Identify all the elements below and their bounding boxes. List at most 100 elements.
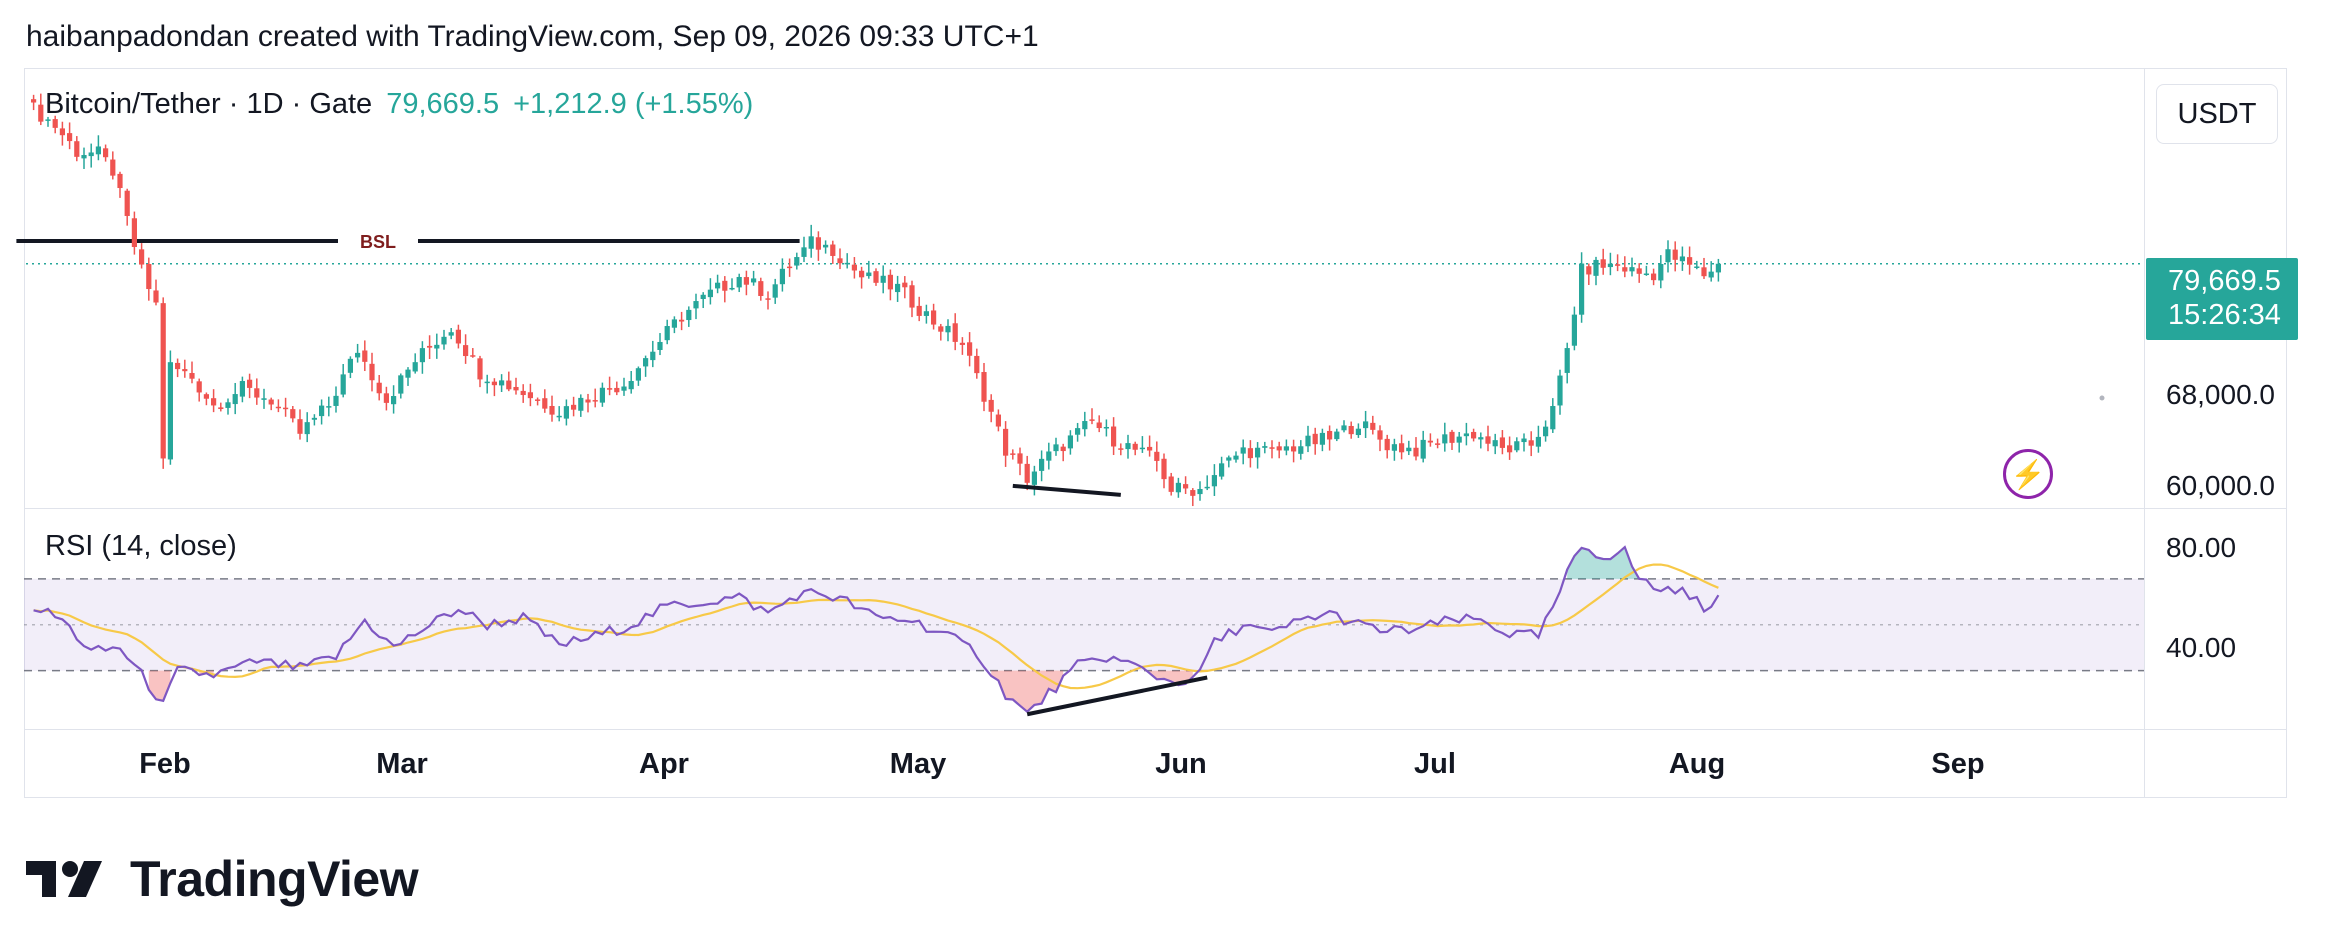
candle-body (448, 332, 454, 336)
candle-body (1528, 440, 1534, 446)
candle-body (1118, 448, 1124, 450)
candle-body (434, 344, 440, 349)
candle-body (628, 380, 634, 390)
candle-body (1679, 256, 1685, 262)
candle-body (909, 285, 915, 308)
rsi-overbought-fill (1567, 547, 1640, 579)
candle-body (1643, 273, 1649, 276)
candle-body (376, 382, 382, 394)
candle-body (880, 275, 886, 283)
candle-body (45, 119, 51, 121)
candle-body (67, 133, 73, 142)
candle-body (419, 348, 425, 363)
candle-body (1161, 458, 1167, 480)
candle-body (1564, 348, 1570, 373)
candle-body (758, 281, 764, 296)
candle-body (1651, 273, 1657, 281)
candle-body (189, 373, 195, 379)
candle-body (1111, 426, 1117, 447)
candle-body (355, 352, 361, 358)
candle-body (772, 284, 778, 298)
candle-body (967, 342, 973, 356)
candle-body (1636, 268, 1642, 274)
candle-body (542, 398, 548, 409)
candle-body (1485, 436, 1491, 444)
candle-body (1550, 406, 1556, 430)
price-axis-divider (2144, 68, 2145, 798)
candle-body (463, 345, 469, 357)
candle-body (1687, 257, 1693, 265)
candle-body (1478, 437, 1484, 440)
candle-body (1514, 441, 1520, 451)
candle-body (1370, 422, 1376, 430)
candle-body (499, 380, 505, 386)
candle-body (895, 283, 901, 293)
candle-body (1060, 446, 1066, 452)
candle-body (491, 381, 497, 386)
candle-body (117, 173, 123, 189)
candle-body (679, 319, 685, 322)
candle-body (931, 310, 937, 325)
candle-body (887, 274, 893, 290)
candle-body (81, 155, 87, 159)
candle-body (736, 276, 742, 288)
candle-body (1283, 446, 1289, 451)
candle-body (275, 406, 281, 409)
candle-body (1363, 421, 1369, 429)
candle-body (1543, 426, 1549, 437)
candle-body (1262, 446, 1268, 448)
candle-body (765, 298, 771, 300)
candle-body (1406, 447, 1412, 452)
candle-body (182, 369, 188, 372)
candle-body (1204, 486, 1210, 489)
candle-body (743, 277, 749, 285)
candle-body (1629, 267, 1635, 272)
candle-body (391, 396, 397, 405)
candle-body (297, 419, 303, 434)
candle-body (650, 351, 656, 361)
symbol-title[interactable]: Bitcoin/Tether · 1D · Gate (45, 88, 373, 120)
candle-body (1103, 426, 1109, 429)
candle-body (808, 236, 814, 249)
candle-body (988, 399, 994, 412)
candle-body (124, 190, 130, 216)
rsi-legend[interactable]: RSI (14, close) (45, 530, 237, 562)
month-jul: Jul (1414, 748, 1456, 780)
candle-body (1391, 444, 1397, 451)
bar-countdown: 15:26:34 (2168, 299, 2281, 331)
candle-body (844, 262, 850, 265)
candle-body (851, 264, 857, 271)
month-apr: Apr (639, 748, 689, 780)
candle-body (1039, 458, 1045, 471)
candle-body (1694, 266, 1700, 268)
currency-button[interactable]: USDT (2156, 84, 2278, 144)
brand-name: TradingView (130, 851, 419, 907)
bsl-label-bg (338, 229, 418, 254)
candle-body (1384, 438, 1390, 451)
candle-body (1701, 267, 1707, 277)
candle-body (506, 380, 512, 390)
candle-body (1571, 314, 1577, 346)
candle-body (938, 326, 944, 332)
candle-body (859, 270, 865, 278)
candle-body (959, 342, 965, 345)
candle-body (635, 368, 641, 381)
lightning-icon[interactable]: ⚡ (2003, 449, 2053, 499)
candle-body (203, 394, 209, 399)
candle-body (160, 303, 166, 459)
candle-body (1053, 444, 1059, 452)
candle-body (1190, 490, 1196, 496)
candle-body (1219, 463, 1225, 477)
candle-body (1017, 453, 1023, 464)
candle-body (549, 405, 555, 415)
symbol-legend[interactable]: Bitcoin/Tether · 1D · Gate 79,669.5 +1,2… (45, 88, 753, 121)
pane-divider[interactable] (24, 508, 2287, 509)
candle-body (592, 400, 598, 402)
candle-body (801, 247, 807, 257)
candle-body (1003, 428, 1009, 456)
candle-body (232, 394, 238, 405)
candle-body (952, 323, 958, 342)
candle-body (1334, 431, 1340, 440)
candle-body (599, 387, 605, 403)
